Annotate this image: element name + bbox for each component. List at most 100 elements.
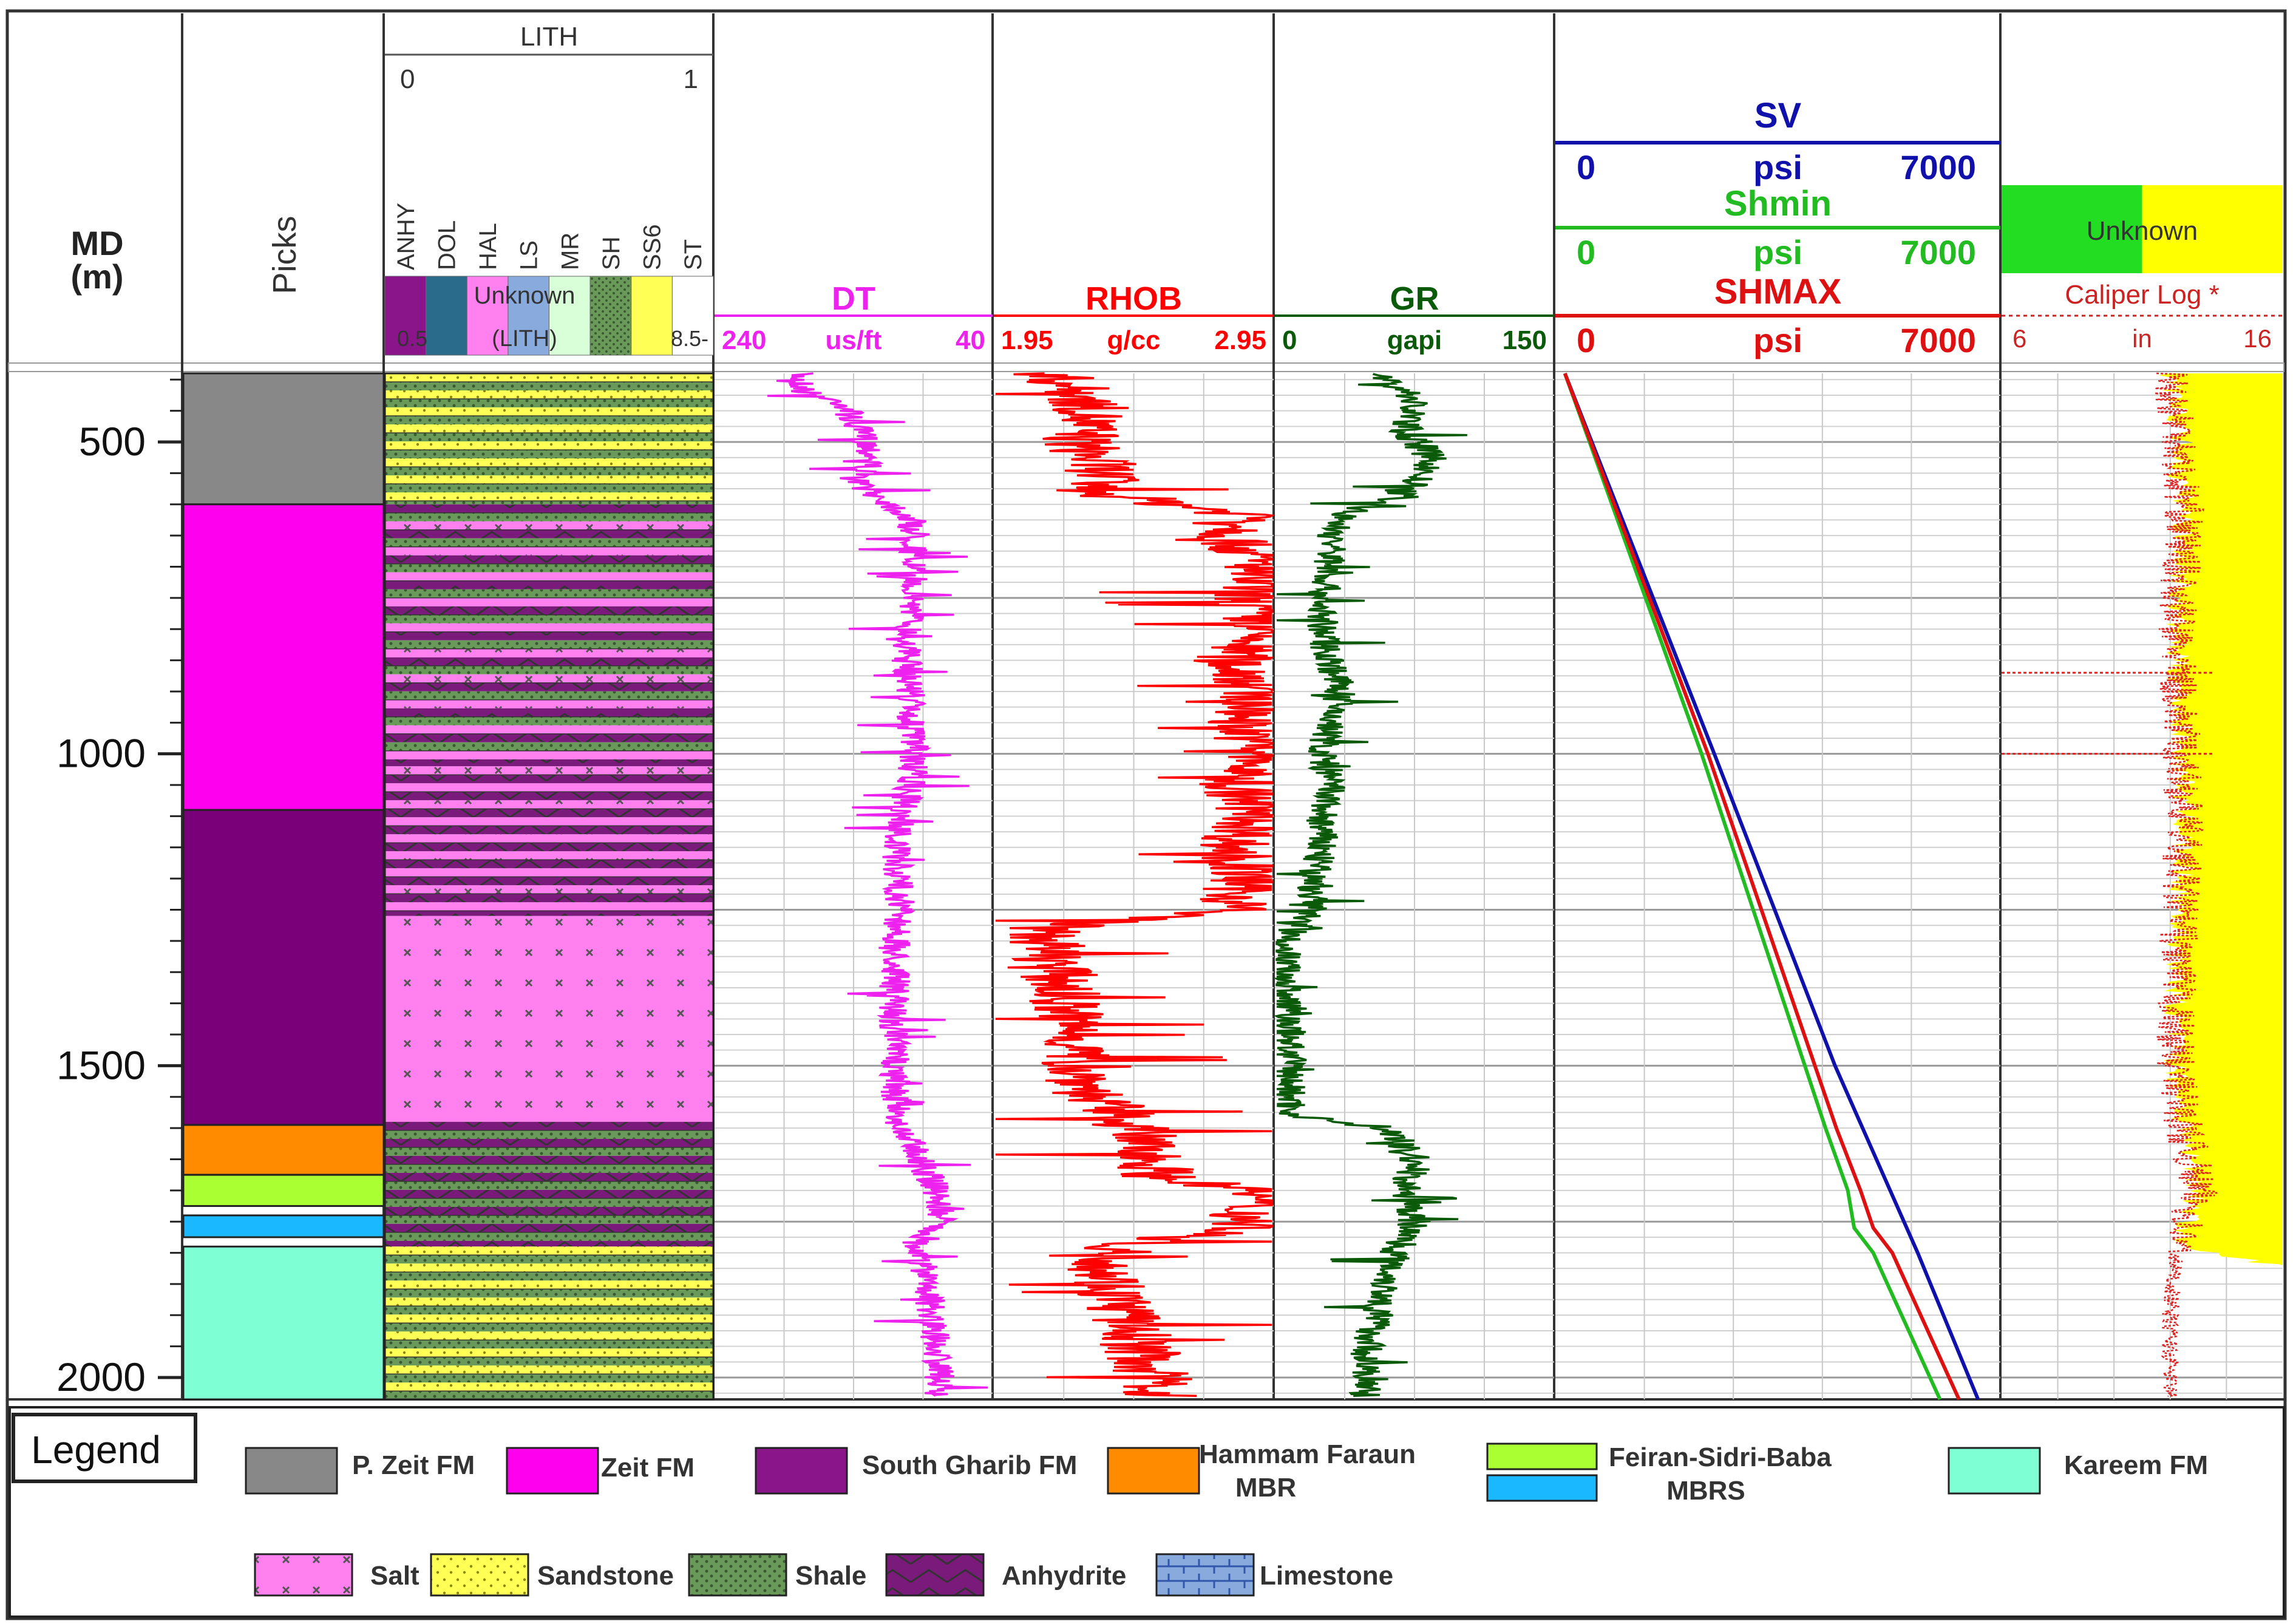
lith-component-label: LS [516, 240, 543, 270]
lith-band [385, 1189, 713, 1198]
pick-interval [182, 1245, 385, 1401]
lith-band [385, 1297, 713, 1306]
lith-component-label: MR [557, 233, 583, 270]
lith-band [385, 1232, 713, 1241]
lith-band [385, 766, 713, 775]
lith-band [385, 877, 713, 886]
lith-band [385, 1246, 713, 1255]
lith-band [385, 1272, 713, 1281]
depth-tick-label: 500 [79, 419, 146, 464]
legend-swatch [1155, 1553, 1255, 1597]
lith-band [385, 1289, 713, 1298]
lith-band [385, 424, 713, 433]
pick-interval [182, 1174, 385, 1208]
legend-label: P. Zeit FM [352, 1450, 475, 1480]
lith-scale-max: 1 [684, 64, 698, 94]
lith-band [385, 467, 713, 475]
lith-scale-min: 0 [400, 64, 415, 94]
lith-band [385, 399, 713, 407]
lith-band [385, 691, 713, 700]
lith-band [385, 750, 713, 759]
stress-min-value: 0 [1577, 148, 1595, 186]
caliper-name: Caliper Log * [2065, 280, 2219, 310]
lith-band [385, 733, 713, 742]
lith-band [385, 623, 713, 632]
lith-band [385, 1255, 713, 1264]
curve-name: RHOB [1085, 280, 1182, 317]
lith-bottom-left: 0.5 [397, 326, 427, 351]
legend-label: Limestone [1260, 1561, 1393, 1591]
lith-band [385, 504, 713, 513]
pick-interval [182, 1124, 385, 1176]
caliper-header-title: Unknown [2087, 216, 2198, 246]
curve-left-value: 0 [1282, 325, 1297, 355]
stress-max-value: 7000 [1900, 233, 1976, 271]
lith-band [385, 555, 713, 564]
stress-series-name: SHMAX [1714, 272, 1842, 311]
caliper-header-yellow [2142, 185, 2283, 273]
lith-band [385, 1323, 713, 1332]
curve-right-value: 40 [956, 325, 985, 355]
lith-band [385, 885, 713, 894]
lith-band [385, 484, 713, 492]
lith-band [385, 792, 713, 801]
curve-right-value: 2.95 [1214, 325, 1266, 355]
lith-band [385, 1223, 713, 1232]
lith-band [385, 614, 713, 623]
stress-series-name: Shmin [1724, 184, 1832, 223]
stress-unit: psi [1753, 321, 1802, 359]
lith-band [385, 674, 713, 683]
lith-band [385, 699, 713, 708]
stress-unit: psi [1753, 148, 1802, 186]
outer-frame [5, 9, 2287, 1620]
lith-band [385, 1382, 713, 1391]
lith-band [385, 546, 713, 555]
legend-label: Hammam Faraun [1199, 1439, 1416, 1469]
lith-band [385, 868, 713, 877]
lith-band [385, 416, 713, 424]
lith-band [385, 682, 713, 691]
lith-band [385, 1198, 713, 1207]
legend-label: South Gharib FM [862, 1450, 1077, 1480]
lith-component-swatch [549, 276, 591, 356]
lith-band [385, 783, 713, 792]
stress-curve [1563, 372, 1961, 1401]
curve-right-value: 150 [1503, 325, 1547, 355]
lith-band [385, 826, 713, 835]
lith-band [385, 382, 713, 390]
lith-band [385, 894, 713, 903]
legend-label: Salt [370, 1561, 419, 1591]
lith-overlay-text: Unknown [474, 282, 576, 309]
lith-component-swatch [671, 276, 714, 356]
legend-label: Shale [795, 1561, 866, 1591]
track-body: 500 1000 1500 2000 [56, 372, 2283, 1401]
lith-band [385, 1130, 713, 1139]
lith-band [385, 1138, 713, 1147]
legend-label-line2: MBRS [1666, 1476, 1745, 1506]
legend-label: Zeit FM [601, 1453, 695, 1483]
lith-band [385, 458, 713, 467]
lith-band [385, 441, 713, 450]
lith-band [385, 521, 713, 530]
lith-component-swatch [631, 276, 673, 356]
lith-band [385, 1357, 713, 1366]
lith-band [385, 1314, 713, 1323]
lith-band [385, 1147, 713, 1156]
lith-band [385, 1172, 713, 1181]
lith-band [385, 529, 713, 539]
lith-band [385, 597, 713, 606]
lith-band [385, 1206, 713, 1215]
lith-component-label: DOL [433, 220, 460, 270]
lith-band [385, 407, 713, 416]
picks-title: Picks [267, 216, 303, 294]
lith-band [385, 1340, 713, 1349]
pick-interval [182, 809, 385, 1126]
lith-band [385, 775, 713, 784]
curve-name: GR [1390, 280, 1439, 317]
lith-band [385, 1121, 713, 1130]
lith-band [385, 809, 713, 818]
curve-name: DT [832, 280, 875, 317]
stress-min-value: 0 [1577, 321, 1595, 359]
legend-panel: Legend P. Zeit FM Zeit FM South Gharib FM Ha… [8, 1406, 2285, 1618]
stress-min-value: 0 [1577, 233, 1595, 271]
